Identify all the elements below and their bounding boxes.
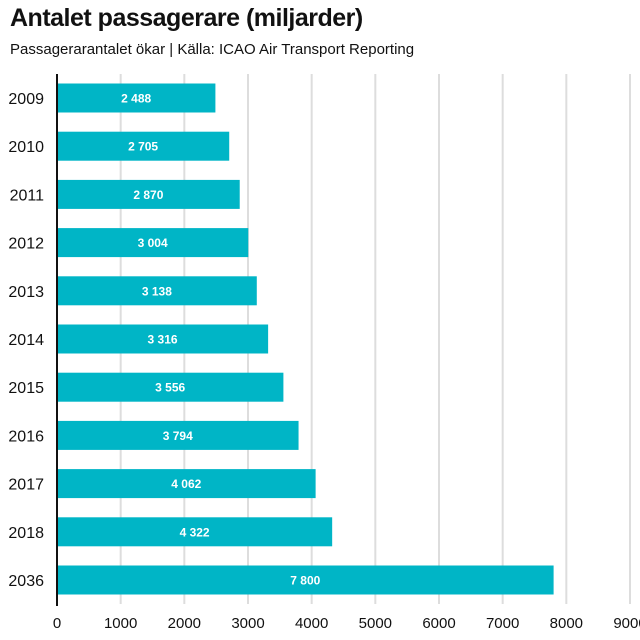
x-tick-label: 9000 bbox=[613, 615, 640, 632]
x-tick-label: 7000 bbox=[486, 615, 519, 632]
bar-value-label: 2 488 bbox=[121, 92, 151, 106]
y-category-label: 2017 bbox=[8, 477, 44, 494]
y-category-label: 2018 bbox=[8, 525, 44, 542]
x-tick-label: 2000 bbox=[168, 615, 201, 632]
bar-2009 bbox=[57, 83, 216, 113]
bar-2013 bbox=[57, 276, 257, 306]
x-tick-label: 5000 bbox=[359, 615, 392, 632]
bar-value-label: 2 870 bbox=[133, 188, 163, 202]
y-category-label: 2009 bbox=[8, 91, 44, 108]
y-category-label: 2011 bbox=[10, 187, 45, 204]
bar-value-label: 4 322 bbox=[180, 525, 210, 539]
x-tick-label: 0 bbox=[53, 615, 61, 632]
y-axis-labels: 2009 2010 2011 2012 2013 2014 2015 2016 2017 2018… bbox=[8, 91, 44, 590]
x-tick-label: 6000 bbox=[422, 615, 455, 632]
y-category-label: 2010 bbox=[8, 139, 44, 156]
bar-2012 bbox=[57, 228, 249, 258]
bar-value-label: 3 556 bbox=[155, 381, 185, 395]
y-category-label: 2013 bbox=[8, 284, 44, 301]
y-category-label: 2016 bbox=[8, 428, 44, 445]
bar-value-label: 4 062 bbox=[171, 477, 201, 491]
x-axis-labels: 0 1000 2000 3000 4000 5000 6000 7000 8000 9000 bbox=[53, 615, 640, 632]
y-category-label: 2036 bbox=[8, 573, 44, 590]
bar-2016 bbox=[57, 420, 299, 450]
bars: 2 488 2 705 2 870 3 004 3 138 3 316 3 556 3 794… bbox=[57, 83, 554, 595]
x-tick-label: 1000 bbox=[104, 615, 137, 632]
bar-value-label: 3 316 bbox=[148, 333, 178, 347]
bar-2015 bbox=[57, 372, 284, 402]
chart-title: Antalet passagerare (miljarder) bbox=[10, 4, 363, 32]
bar-value-label: 3 004 bbox=[138, 236, 168, 250]
x-tick-label: 8000 bbox=[550, 615, 583, 632]
bar-2018 bbox=[57, 517, 333, 547]
bar-2036 bbox=[57, 565, 554, 595]
y-category-label: 2015 bbox=[8, 380, 44, 397]
chart-subtitle: Passagerarantalet ökar | Källa: ICAO Air… bbox=[10, 41, 415, 58]
bar-2011 bbox=[57, 179, 240, 209]
bar-2014 bbox=[57, 324, 269, 354]
y-category-label: 2012 bbox=[8, 236, 44, 253]
bar-2010 bbox=[57, 131, 230, 161]
y-category-label: 2014 bbox=[8, 332, 44, 349]
bar-value-label: 3 138 bbox=[142, 284, 172, 298]
bar-value-label: 2 705 bbox=[128, 140, 158, 154]
bar-value-label: 3 794 bbox=[163, 429, 193, 443]
bar-2017 bbox=[57, 469, 316, 499]
x-tick-label: 3000 bbox=[231, 615, 264, 632]
bar-value-label: 7 800 bbox=[290, 574, 320, 588]
x-tick-label: 4000 bbox=[295, 615, 328, 632]
